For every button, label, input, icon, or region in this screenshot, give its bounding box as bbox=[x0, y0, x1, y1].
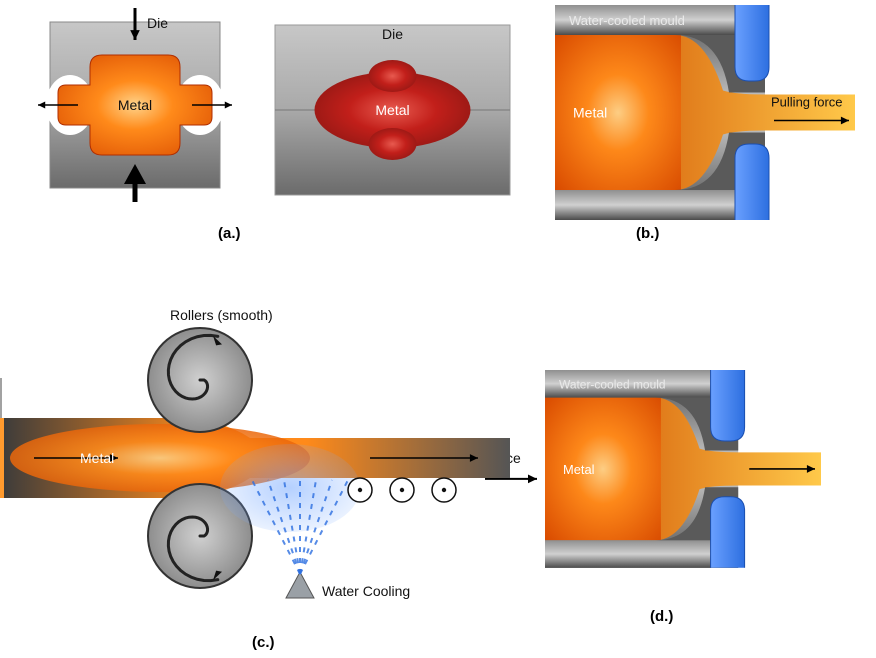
svg-text:Die: Die bbox=[147, 15, 168, 31]
svg-text:Metal: Metal bbox=[375, 102, 409, 118]
svg-text:Die: Die bbox=[382, 26, 403, 42]
caption-b: (b.) bbox=[636, 225, 659, 242]
svg-text:Rollers (smooth): Rollers (smooth) bbox=[170, 307, 273, 323]
caption-d: (d.) bbox=[650, 608, 673, 625]
svg-text:Water-cooled mould: Water-cooled mould bbox=[569, 13, 685, 28]
svg-text:Metal: Metal bbox=[563, 462, 594, 477]
svg-text:Metal: Metal bbox=[573, 105, 607, 121]
svg-text:Pulling force: Pulling force bbox=[771, 95, 843, 110]
panel-c bbox=[0, 328, 510, 598]
caption-c: (c.) bbox=[252, 634, 275, 651]
caption-a: (a.) bbox=[218, 225, 241, 242]
svg-text:Water-cooled mould: Water-cooled mould bbox=[559, 377, 666, 391]
svg-text:Water Cooling: Water Cooling bbox=[322, 583, 410, 599]
svg-text:Metal: Metal bbox=[118, 97, 152, 113]
svg-text:Metal: Metal bbox=[80, 450, 114, 466]
